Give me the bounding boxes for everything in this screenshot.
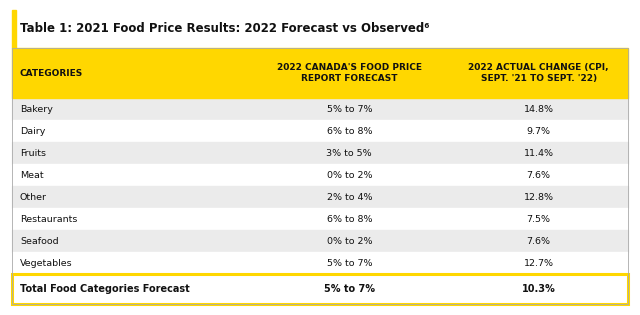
Bar: [12, 186, 628, 208]
Text: 5% to 7%: 5% to 7%: [326, 105, 372, 113]
Bar: [12, 120, 628, 142]
Text: 7.5%: 7.5%: [527, 215, 550, 224]
Text: Restaurants: Restaurants: [20, 215, 77, 224]
Bar: [12, 48, 628, 98]
Bar: [12, 10, 16, 48]
Bar: [12, 208, 628, 230]
Text: 3% to 5%: 3% to 5%: [326, 148, 372, 158]
Text: Meat: Meat: [20, 170, 44, 180]
Text: 5% to 7%: 5% to 7%: [324, 284, 375, 294]
Text: 11.4%: 11.4%: [524, 148, 554, 158]
Bar: [12, 48, 628, 304]
Text: 10.3%: 10.3%: [522, 284, 556, 294]
Text: Vegetables: Vegetables: [20, 259, 72, 267]
Text: 2022 CANADA'S FOOD PRICE
REPORT FORECAST: 2022 CANADA'S FOOD PRICE REPORT FORECAST: [276, 63, 422, 83]
Text: Seafood: Seafood: [20, 237, 59, 245]
Text: 14.8%: 14.8%: [524, 105, 554, 113]
Bar: [12, 230, 628, 252]
Bar: [12, 252, 628, 274]
Bar: [12, 142, 628, 164]
Text: 7.6%: 7.6%: [527, 237, 550, 245]
Text: CATEGORIES: CATEGORIES: [20, 68, 83, 77]
Text: 0% to 2%: 0% to 2%: [326, 170, 372, 180]
Bar: [12, 98, 628, 120]
Text: Total Food Categories Forecast: Total Food Categories Forecast: [20, 284, 189, 294]
Text: 5% to 7%: 5% to 7%: [326, 259, 372, 267]
Text: 9.7%: 9.7%: [527, 127, 550, 135]
Text: Bakery: Bakery: [20, 105, 53, 113]
Text: 2% to 4%: 2% to 4%: [326, 192, 372, 202]
Text: 0% to 2%: 0% to 2%: [326, 237, 372, 245]
Text: Dairy: Dairy: [20, 127, 45, 135]
Bar: [12, 274, 628, 304]
Bar: [12, 274, 628, 304]
Text: Other: Other: [20, 192, 47, 202]
Text: 6% to 8%: 6% to 8%: [326, 215, 372, 224]
Text: 6% to 8%: 6% to 8%: [326, 127, 372, 135]
Text: 12.8%: 12.8%: [524, 192, 554, 202]
Text: 2022 ACTUAL CHANGE (CPI,
SEPT. '21 TO SEPT. '22): 2022 ACTUAL CHANGE (CPI, SEPT. '21 TO SE…: [468, 63, 609, 83]
Text: 7.6%: 7.6%: [527, 170, 550, 180]
Bar: [12, 164, 628, 186]
Text: Table 1: 2021 Food Price Results: 2022 Forecast vs Observed⁶: Table 1: 2021 Food Price Results: 2022 F…: [20, 22, 429, 36]
Text: Fruits: Fruits: [20, 148, 46, 158]
Text: 12.7%: 12.7%: [524, 259, 554, 267]
